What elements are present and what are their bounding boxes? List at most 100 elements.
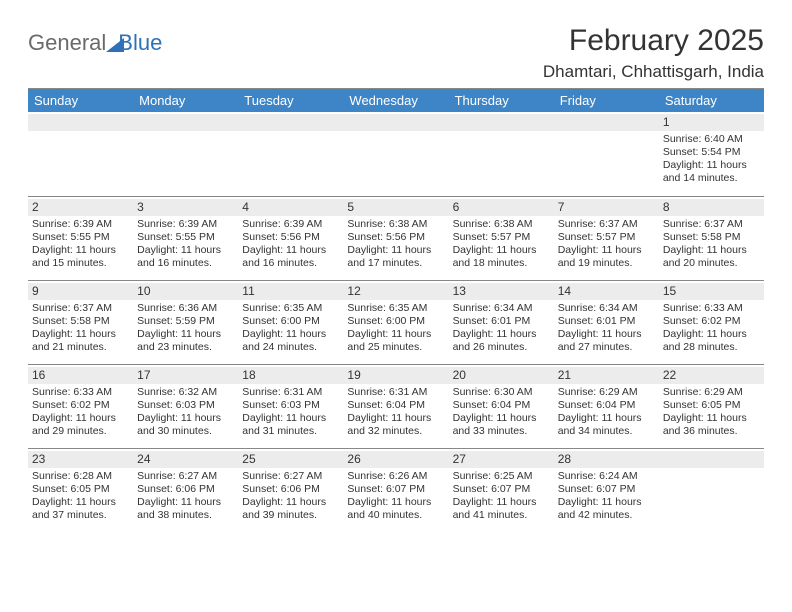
daylight1-text: Daylight: 11 hours (242, 244, 339, 257)
daylight2-text: and 30 minutes. (137, 425, 234, 438)
dow-wednesday: Wednesday (343, 89, 448, 112)
sunrise-text: Sunrise: 6:32 AM (137, 386, 234, 399)
daylight1-text: Daylight: 11 hours (137, 244, 234, 257)
daylight1-text: Daylight: 11 hours (663, 244, 760, 257)
daylight1-text: Daylight: 11 hours (663, 412, 760, 425)
day-cell: 18 Sunrise: 6:31 AMSunset: 6:03 PMDayligh… (238, 364, 343, 448)
sunset-text: Sunset: 6:00 PM (242, 315, 339, 328)
daylight1-text: Daylight: 11 hours (347, 496, 444, 509)
day-number: 24 (133, 451, 238, 468)
dow-tuesday: Tuesday (238, 89, 343, 112)
sunrise-text: Sunrise: 6:35 AM (242, 302, 339, 315)
daylight2-text: and 27 minutes. (558, 341, 655, 354)
day-number (238, 114, 343, 131)
sunset-text: Sunset: 5:56 PM (242, 231, 339, 244)
day-number: 23 (28, 451, 133, 468)
day-cell: 7Sunrise: 6:37 AMSunset: 5:57 PMDaylight… (554, 196, 659, 280)
day-number: 8 (659, 199, 764, 216)
sunset-text: Sunset: 5:57 PM (558, 231, 655, 244)
day-cell: 23Sunrise: 6:28 AMSunset: 6:05 PMDayligh… (28, 448, 133, 532)
dow-friday: Friday (554, 89, 659, 112)
sunrise-text: Sunrise: 6:26 AM (347, 470, 444, 483)
daylight2-text: and 33 minutes. (453, 425, 550, 438)
calendar-page: General Blue February 2025 Dhamtari, Chh… (0, 0, 792, 544)
daylight1-text: Daylight: 11 hours (347, 412, 444, 425)
title-block: February 2025 Dhamtari, Chhattisgarh, In… (543, 24, 764, 82)
daylight1-text: Daylight: 11 hours (558, 496, 655, 509)
sunset-text: Sunset: 5:55 PM (137, 231, 234, 244)
day-cell: 10Sunrise: 6:36 AMSunset: 5:59 PMDayligh… (133, 280, 238, 364)
sunset-text: Sunset: 6:03 PM (242, 399, 339, 412)
sunrise-text: Sunrise: 6:39 AM (242, 218, 339, 231)
day-number: 5 (343, 199, 448, 216)
day-number (133, 114, 238, 131)
daylight1-text: Daylight: 11 hours (137, 328, 234, 341)
day-cell: 19Sunrise: 6:31 AMSunset: 6:04 PMDayligh… (343, 364, 448, 448)
day-cell: 21Sunrise: 6:29 AMSunset: 6:04 PMDayligh… (554, 364, 659, 448)
daylight1-text: Daylight: 11 hours (242, 412, 339, 425)
empty-cell (133, 112, 238, 196)
day-number: 13 (449, 283, 554, 300)
daylight2-text: and 29 minutes. (32, 425, 129, 438)
daylight2-text: and 17 minutes. (347, 257, 444, 270)
day-cell: 8Sunrise: 6:37 AMSunset: 5:58 PMDaylight… (659, 196, 764, 280)
empty-cell (28, 112, 133, 196)
empty-cell (554, 112, 659, 196)
day-cell: 17Sunrise: 6:32 AMSunset: 6:03 PMDayligh… (133, 364, 238, 448)
day-cell: 28Sunrise: 6:24 AMSunset: 6:07 PMDayligh… (554, 448, 659, 532)
sunrise-text: Sunrise: 6:27 AM (242, 470, 339, 483)
day-number: 1 (659, 114, 764, 131)
daylight2-text: and 16 minutes. (137, 257, 234, 270)
daylight1-text: Daylight: 11 hours (32, 496, 129, 509)
month-title: February 2025 (543, 24, 764, 58)
dow-thursday: Thursday (449, 89, 554, 112)
daylight1-text: Daylight: 11 hours (663, 328, 760, 341)
sunrise-text: Sunrise: 6:33 AM (663, 302, 760, 315)
day-number: 4 (238, 199, 343, 216)
sunset-text: Sunset: 6:05 PM (32, 483, 129, 496)
day-number: 7 (554, 199, 659, 216)
sunrise-text: Sunrise: 6:25 AM (453, 470, 550, 483)
daylight2-text: and 23 minutes. (137, 341, 234, 354)
daylight2-text: and 38 minutes. (137, 509, 234, 522)
empty-cell (449, 112, 554, 196)
day-cell: 11Sunrise: 6:35 AMSunset: 6:00 PMDayligh… (238, 280, 343, 364)
day-number: 26 (343, 451, 448, 468)
calendar-body: 1Sunrise: 6:40 AMSunset: 5:54 PMDaylight… (28, 112, 764, 532)
sunset-text: Sunset: 6:01 PM (558, 315, 655, 328)
day-number: 14 (554, 283, 659, 300)
day-number: 15 (659, 283, 764, 300)
daylight1-text: Daylight: 11 hours (347, 328, 444, 341)
sunset-text: Sunset: 6:02 PM (32, 399, 129, 412)
dow-sunday: Sunday (28, 89, 133, 112)
empty-cell (343, 112, 448, 196)
sunset-text: Sunset: 6:00 PM (347, 315, 444, 328)
header: General Blue February 2025 Dhamtari, Chh… (28, 24, 764, 82)
day-number: 20 (449, 367, 554, 384)
sunrise-text: Sunrise: 6:24 AM (558, 470, 655, 483)
day-cell: 16Sunrise: 6:33 AMSunset: 6:02 PMDayligh… (28, 364, 133, 448)
day-number: 2 (28, 199, 133, 216)
dow-monday: Monday (133, 89, 238, 112)
daylight2-text: and 19 minutes. (558, 257, 655, 270)
daylight1-text: Daylight: 11 hours (453, 412, 550, 425)
sunrise-text: Sunrise: 6:34 AM (558, 302, 655, 315)
day-number: 10 (133, 283, 238, 300)
daylight2-text: and 14 minutes. (663, 172, 760, 185)
day-number: 22 (659, 367, 764, 384)
day-number: 18 (238, 367, 343, 384)
day-number: 21 (554, 367, 659, 384)
daylight2-text: and 16 minutes. (242, 257, 339, 270)
sunset-text: Sunset: 5:56 PM (347, 231, 444, 244)
day-number: 27 (449, 451, 554, 468)
sunset-text: Sunset: 6:07 PM (558, 483, 655, 496)
daylight2-text: and 41 minutes. (453, 509, 550, 522)
sunrise-text: Sunrise: 6:31 AM (242, 386, 339, 399)
logo-triangle-icon (106, 38, 124, 52)
logo-word-2: Blue (118, 30, 162, 56)
dow-saturday: Saturday (659, 89, 764, 112)
sunrise-text: Sunrise: 6:40 AM (663, 133, 760, 146)
sunrise-text: Sunrise: 6:37 AM (663, 218, 760, 231)
sunrise-text: Sunrise: 6:37 AM (32, 302, 129, 315)
sunrise-text: Sunrise: 6:36 AM (137, 302, 234, 315)
